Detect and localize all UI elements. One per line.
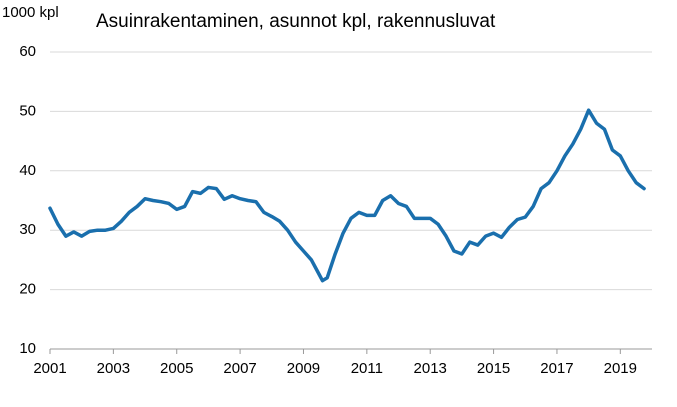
x-tick-label: 2005 bbox=[160, 360, 193, 377]
x-tick-label: 2013 bbox=[414, 360, 447, 377]
y-tick-label: 50 bbox=[19, 102, 36, 119]
x-tick-label: 2009 bbox=[287, 360, 320, 377]
y-tick-label: 20 bbox=[19, 281, 36, 298]
x-tick-label: 2001 bbox=[33, 360, 66, 377]
x-tick-label: 2019 bbox=[604, 360, 637, 377]
x-tick-label: 2007 bbox=[223, 360, 256, 377]
x-tick-label: 2017 bbox=[540, 360, 573, 377]
x-tick-label: 2011 bbox=[351, 360, 383, 377]
y-unit: 1000 kpl bbox=[2, 4, 59, 21]
y-tick-label: 30 bbox=[19, 221, 36, 238]
x-tick-label: 2003 bbox=[97, 360, 130, 377]
y-tick-label: 60 bbox=[19, 43, 36, 60]
chart-title: Asuinrakentaminen, asunnot kpl, rakennus… bbox=[96, 11, 496, 32]
data-line bbox=[48, 108, 646, 283]
x-tick-label: 2015 bbox=[477, 360, 510, 377]
y-tick-label: 40 bbox=[19, 162, 36, 179]
y-tick-label: 10 bbox=[19, 340, 36, 357]
